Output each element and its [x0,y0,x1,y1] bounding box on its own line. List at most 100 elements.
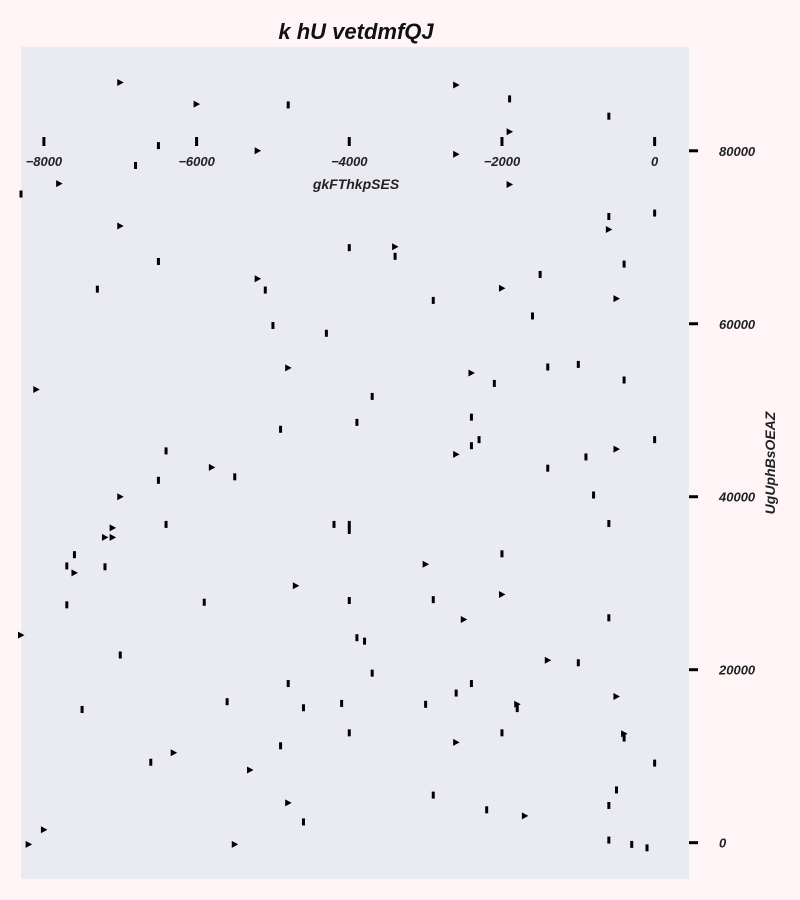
data-point-bar [347,526,351,534]
data-point-bar [622,376,626,384]
data-point-bar [164,520,168,528]
y-tick-label: 60000 [719,317,756,332]
data-point-triangle [392,243,399,251]
data-point-bar [630,840,634,848]
y-tick-mark [689,495,698,499]
data-point-triangle [231,840,239,848]
data-point-bar [607,520,611,528]
x-tick-label: −6000 [178,154,215,169]
data-point-bar [607,836,611,844]
data-point-bar [431,596,435,604]
data-point-bar [301,704,305,712]
data-point-bar [576,360,580,368]
data-point-triangle [605,225,613,233]
data-point-bar [279,425,283,433]
data-point-bar [469,680,473,688]
data-point-bar [500,550,504,558]
y-tick-mark [689,149,698,153]
data-point-bar [469,442,473,450]
data-point-bar [233,473,237,481]
y-axis-label: UgUphBsOEAZ [762,411,778,514]
x-tick-label: −2000 [484,154,521,169]
data-point-bar [431,296,435,304]
data-point-bar [592,491,596,499]
x-axis-label: gkFThkpSES [312,176,400,192]
data-point-triangle [285,799,292,807]
data-point-triangle [613,445,620,453]
y-tick-label: 40000 [718,490,756,505]
data-point-bar [576,659,580,667]
data-point-triangle [254,275,262,283]
data-point-bar [492,379,496,387]
data-point-triangle [613,693,620,701]
x-tick-mark [195,137,199,146]
data-point-triangle [117,78,124,86]
data-point-bar [469,413,473,421]
data-point-bar [653,759,657,767]
data-point-triangle [193,100,201,108]
data-point-bar [477,436,481,444]
data-point-triangle [613,295,620,303]
data-point-bar [508,95,512,103]
y-tick-label: 80000 [719,144,756,159]
data-point-bar [156,142,160,150]
data-point-triangle [498,590,506,598]
data-point-bar [340,699,344,707]
x-tick-label: −8000 [26,154,63,169]
data-point-triangle [33,385,40,393]
data-point-bar [370,669,374,677]
data-point-bar [19,190,23,198]
data-point-bar [546,464,550,472]
data-point-triangle [453,150,460,158]
data-point-bar [424,700,428,708]
data-point-bar [95,285,99,293]
x-tick-mark [500,137,504,146]
chart-title: k hU vetdmfQJ [278,19,434,44]
data-point-bar [355,634,359,642]
data-point-bar [301,818,305,826]
data-point-triangle [71,569,78,577]
x-axis-ticks: −8000 −6000 −4000 −2000 0 [26,137,659,169]
data-point-bar [622,734,626,742]
data-point-bar [279,742,283,750]
data-point-bar [149,758,153,766]
data-point-bar [80,705,84,713]
data-point-triangle [453,738,460,746]
data-point-bar [156,476,160,484]
data-point-bar [332,520,336,528]
data-point-bar [454,689,458,697]
data-point-triangle [247,766,254,774]
data-point-bar [393,252,397,260]
data-point-triangle [544,656,552,664]
data-point-bar [202,598,206,606]
data-point-bar [347,244,351,252]
y-tick-label: 20000 [718,663,756,678]
data-point-triangle [285,364,292,372]
data-point-triangle [101,533,109,541]
data-point-triangle [117,222,124,230]
x-tick-label: −4000 [331,154,368,169]
x-tick-mark [42,137,46,146]
data-point-bar [370,392,374,400]
data-point-triangle [506,181,514,189]
data-point-triangle [109,533,117,541]
data-point-triangle [170,749,178,757]
data-point-triangle [521,812,529,820]
data-point-bar [363,637,367,645]
data-point-bar [65,562,69,570]
data-point-bar [546,363,550,371]
x-tick-mark [653,137,657,146]
data-point-bar [72,551,76,559]
data-point-bar [653,436,657,444]
data-point-bar [118,651,122,659]
data-point-bar [134,161,138,169]
data-point-bar [271,321,275,329]
data-point-triangle [25,840,33,848]
data-point-bar [431,791,435,799]
data-point-triangle [254,147,262,155]
data-point-bar [530,312,534,320]
y-tick-mark [689,841,698,845]
data-point-bar [653,209,657,217]
data-point-triangle [468,369,475,377]
